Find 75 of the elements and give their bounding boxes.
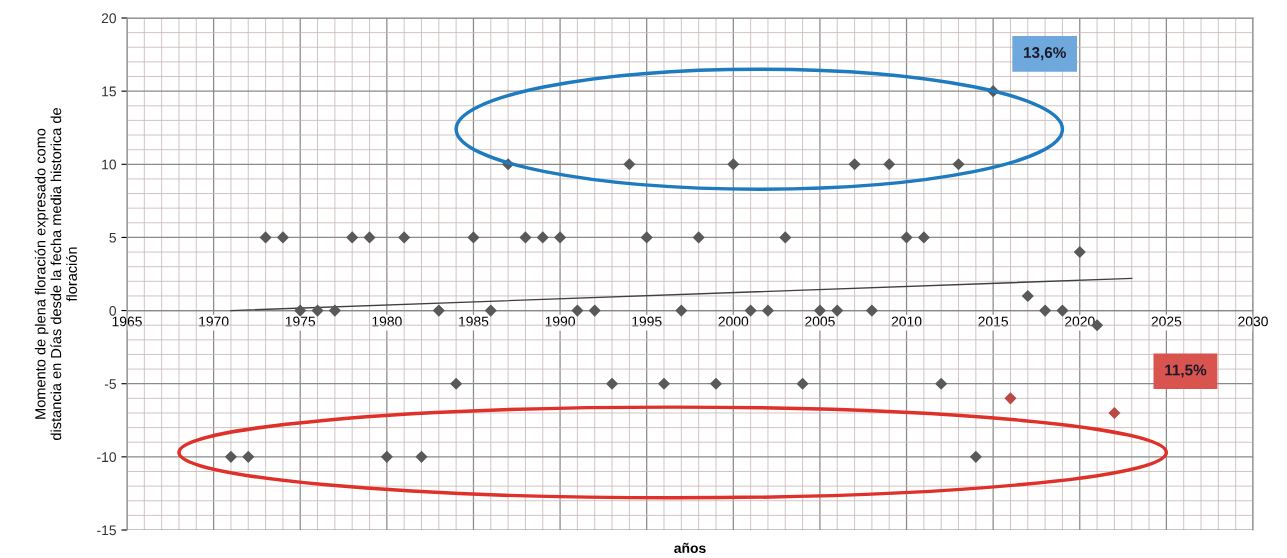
point	[467, 231, 480, 244]
point	[796, 377, 809, 390]
point	[554, 231, 567, 244]
point	[259, 231, 272, 244]
point	[363, 231, 376, 244]
x-tick-label: 1965	[112, 316, 142, 327]
y-tick-label: 15	[102, 86, 116, 97]
point	[519, 231, 532, 244]
point	[484, 304, 497, 317]
point	[883, 158, 896, 171]
point	[865, 304, 878, 317]
annotation: 11,5%	[1165, 364, 1207, 378]
y-tick-label: 5	[109, 232, 116, 243]
x-tick-label: 2010	[891, 316, 922, 327]
x-tick-label: 1995	[632, 316, 662, 327]
point	[346, 231, 359, 244]
y-tick-label: -5	[104, 379, 116, 389]
point	[1039, 304, 1052, 317]
point	[242, 450, 255, 463]
point	[831, 304, 844, 317]
x-tick-label: 2015	[978, 316, 1009, 327]
y-tick-label: -10	[97, 452, 117, 463]
point	[623, 158, 636, 171]
x-tick-label: 2025	[1151, 316, 1182, 327]
point	[1108, 406, 1121, 420]
x-tick-label: 2005	[805, 316, 835, 327]
point	[935, 377, 948, 390]
point	[294, 304, 307, 317]
point	[224, 450, 237, 463]
point	[709, 377, 723, 390]
point	[1021, 289, 1034, 302]
y-tick-label: 0	[109, 305, 117, 316]
point	[380, 450, 393, 463]
point	[536, 231, 549, 244]
point	[1004, 392, 1017, 405]
point	[276, 231, 289, 244]
x-tick-label: 1990	[545, 316, 575, 327]
point	[900, 231, 913, 244]
x-tick-label: 2000	[718, 316, 749, 327]
x-tick-label: 1970	[199, 316, 229, 327]
point	[917, 231, 930, 244]
point	[328, 304, 341, 317]
point	[848, 158, 861, 171]
x-tick-label: 2020	[1065, 316, 1095, 327]
point	[1056, 304, 1069, 317]
y-tick-label: 10	[102, 159, 117, 170]
point	[761, 304, 775, 317]
y-axis-title: Momento de plena floración expresado como distancia en Días desde la fecha media historica de floración	[34, 108, 77, 440]
point	[692, 231, 705, 244]
point	[415, 450, 428, 463]
point	[432, 304, 445, 317]
x-tick-label: 1985	[459, 316, 489, 327]
x-tick-label: 1975	[285, 316, 316, 327]
point	[744, 304, 757, 317]
point	[813, 304, 826, 317]
x-tick-label: 2030	[1238, 316, 1268, 327]
point	[779, 231, 792, 244]
point	[605, 377, 619, 390]
point	[588, 304, 601, 317]
point	[952, 158, 965, 171]
point	[450, 377, 463, 390]
x-axis-title: años	[674, 542, 706, 553]
point	[969, 450, 982, 463]
y-tick-label: 20	[101, 13, 117, 24]
annotation: 13,6%	[1023, 47, 1066, 61]
y-tick-label: -15	[97, 525, 116, 536]
point	[727, 158, 740, 171]
point	[398, 231, 411, 244]
point	[675, 304, 688, 317]
point	[1073, 246, 1086, 259]
point	[571, 304, 584, 317]
x-tick-label: 1980	[372, 316, 402, 327]
point	[311, 304, 324, 317]
point	[640, 231, 653, 244]
point	[657, 377, 671, 390]
